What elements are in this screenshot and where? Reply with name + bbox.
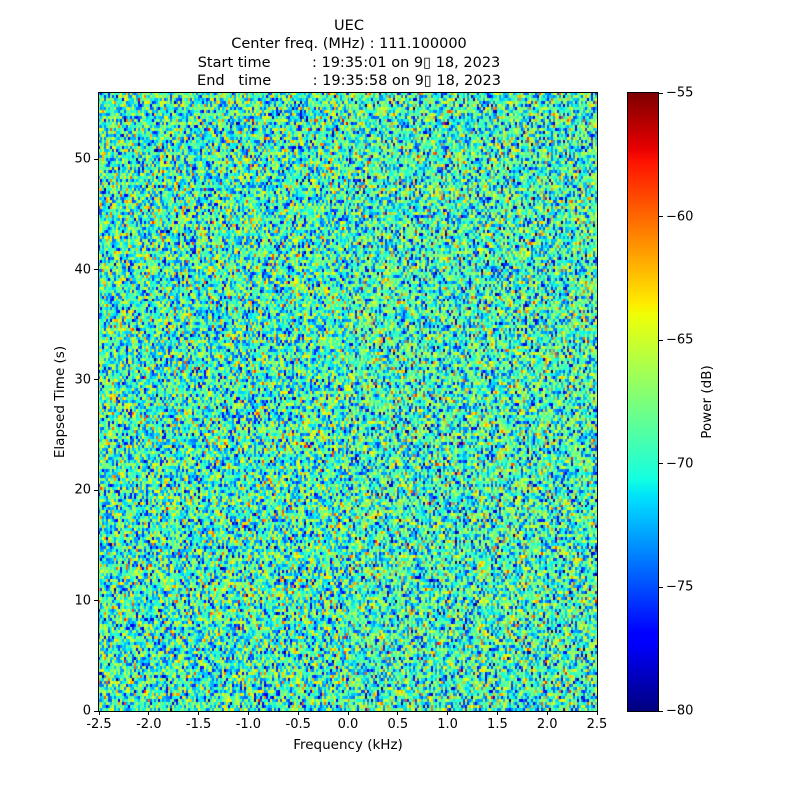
x-axis-label: Frequency (kHz)	[293, 737, 403, 753]
x-tick-mark	[596, 711, 598, 715]
y-tick-label: 10	[74, 593, 91, 609]
x-tick-label: -0.5	[285, 717, 311, 732]
colorbar-gradient-canvas	[628, 93, 658, 711]
x-tick-mark	[496, 711, 498, 715]
y-axis-label: Elapsed Time (s)	[52, 345, 68, 459]
plot-area	[98, 92, 598, 712]
x-tick-label: 2.0	[536, 717, 558, 732]
colorbar-tick-mark	[659, 92, 663, 94]
y-tick-mark	[94, 379, 98, 381]
chart-header: UEC Center freq. (MHz) : 111.100000 Star…	[99, 17, 599, 91]
center-freq-line: Center freq. (MHz) : 111.100000	[231, 36, 467, 53]
x-tick-label: 1.5	[487, 717, 508, 732]
colorbar-tick-label: −65	[666, 332, 694, 348]
y-tick-mark	[94, 158, 98, 160]
colorbar-tick-mark	[659, 710, 663, 712]
y-tick-label: 0	[82, 703, 91, 719]
x-tick-label: -2.0	[136, 717, 162, 732]
colorbar-tick-label: −60	[666, 209, 694, 225]
x-tick-mark	[397, 711, 399, 715]
x-tick-mark	[447, 711, 449, 715]
colorbar-tick-label: −80	[666, 703, 694, 719]
x-tick-label: -1.0	[235, 717, 262, 732]
x-tick-label: 2.5	[586, 717, 608, 732]
start-time-line: Start time : 19:35:01 on 9▯ 18, 2023	[197, 54, 501, 71]
y-tick-mark	[94, 269, 98, 271]
x-tick-mark	[198, 711, 200, 715]
colorbar	[627, 92, 659, 712]
x-tick-label: 0.5	[387, 717, 409, 732]
x-tick-mark	[347, 711, 349, 715]
x-tick-mark	[148, 711, 150, 715]
colorbar-tick-mark	[659, 586, 663, 588]
y-tick-mark	[94, 489, 98, 491]
end-time-line: End time : 19:35:58 on 9▯ 18, 2023	[197, 73, 501, 90]
x-tick-mark	[98, 711, 100, 715]
x-tick-label: 0.0	[337, 717, 359, 732]
chart-title: UEC	[334, 18, 364, 34]
x-tick-label: -2.5	[86, 717, 112, 732]
spectrogram-canvas	[99, 93, 597, 711]
colorbar-tick-label: −70	[666, 456, 694, 472]
colorbar-tick-mark	[659, 216, 663, 218]
y-tick-mark	[94, 600, 98, 602]
x-tick-mark	[297, 711, 299, 715]
y-tick-label: 50	[74, 151, 91, 167]
x-tick-label: -1.5	[185, 717, 212, 732]
x-tick-mark	[546, 711, 548, 715]
colorbar-tick-mark	[659, 339, 663, 341]
x-tick-mark	[247, 711, 249, 715]
y-tick-label: 20	[74, 482, 91, 498]
colorbar-tick-label: −55	[666, 85, 694, 101]
y-tick-label: 40	[74, 262, 91, 278]
y-tick-mark	[94, 710, 98, 712]
colorbar-tick-label: −75	[666, 579, 694, 595]
colorbar-tick-mark	[659, 463, 663, 465]
x-tick-label: 1.0	[437, 717, 458, 732]
y-tick-label: 30	[74, 372, 91, 388]
colorbar-label: Power (dB)	[699, 365, 715, 439]
